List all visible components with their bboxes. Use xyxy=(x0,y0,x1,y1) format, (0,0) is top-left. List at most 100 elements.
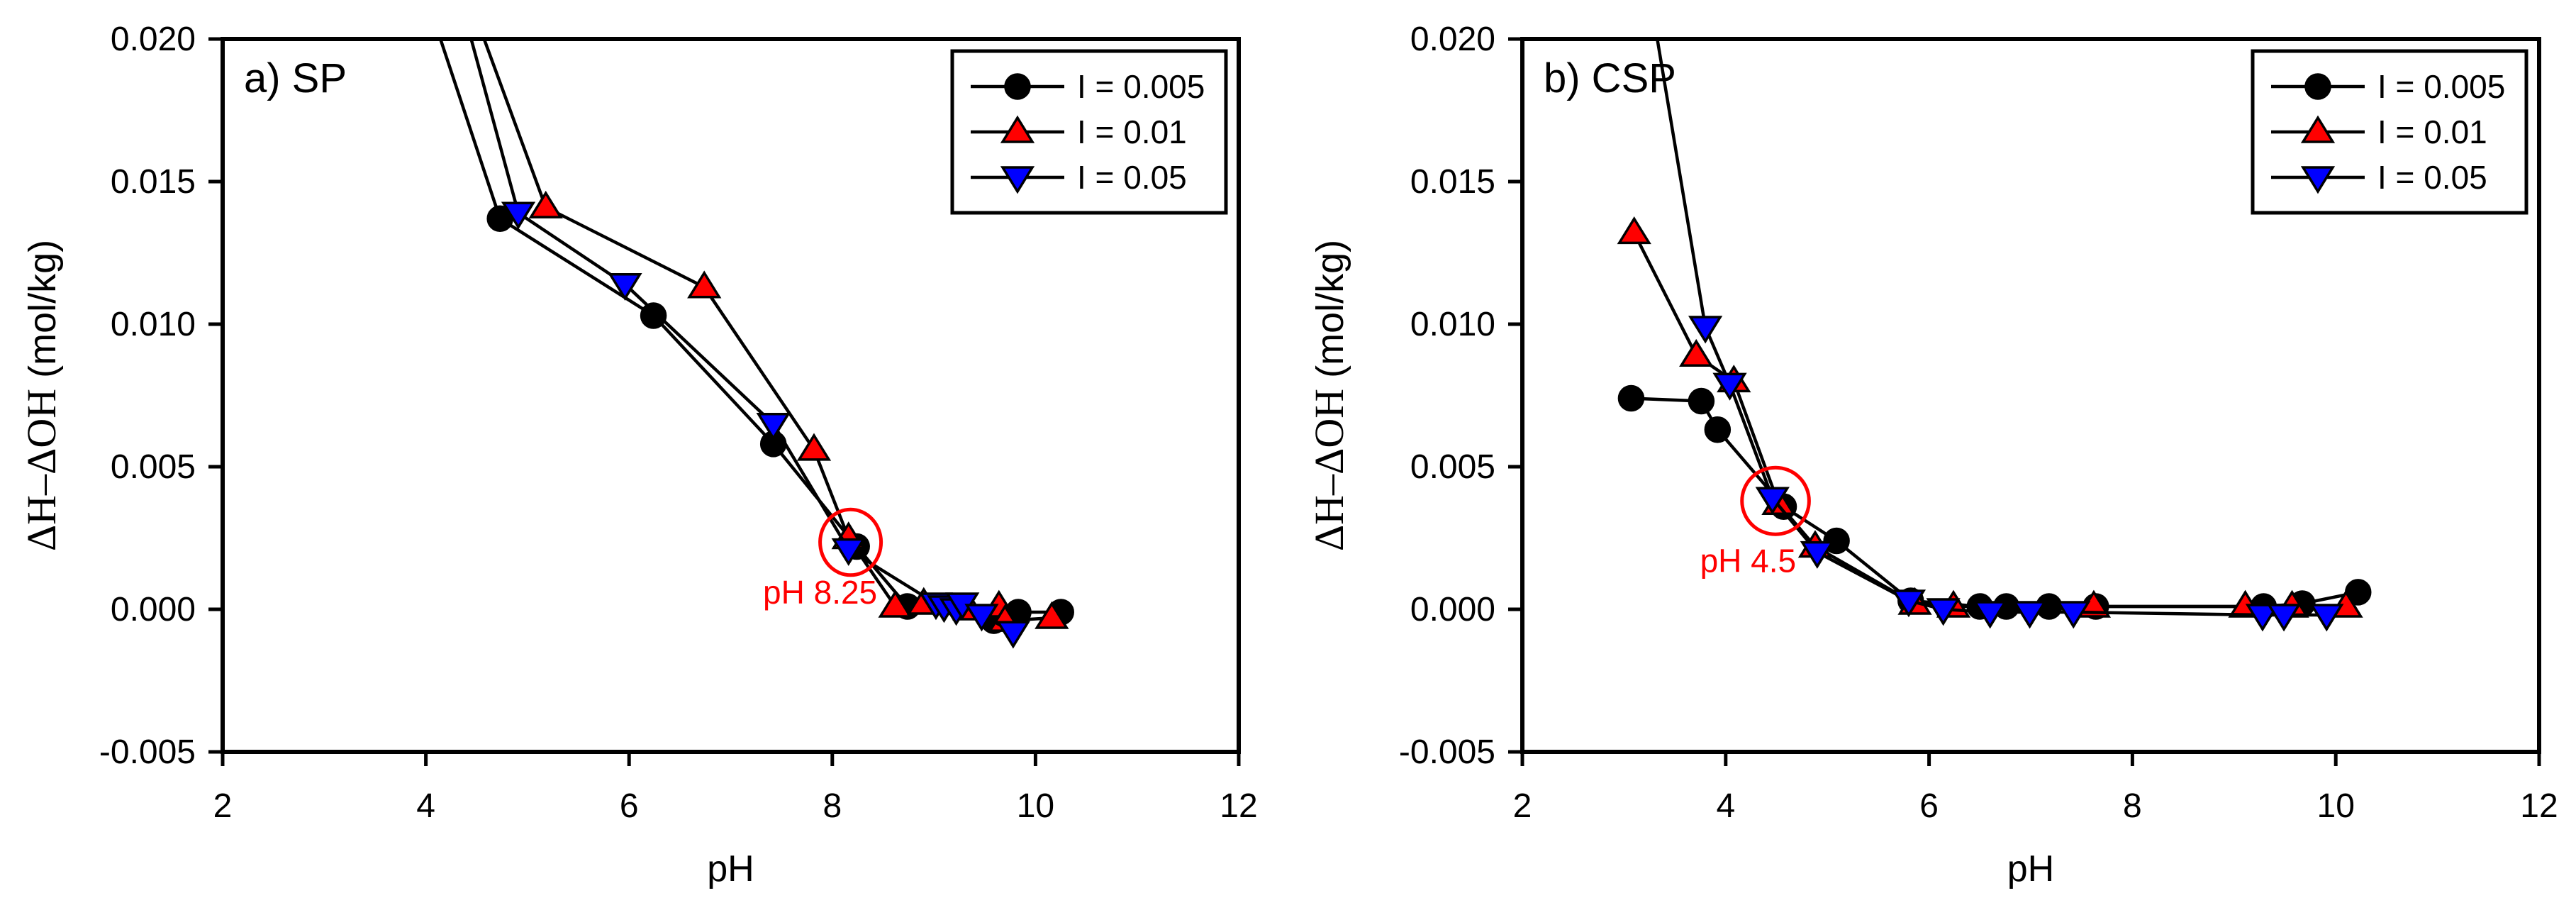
marker-triangle-down xyxy=(2266,604,2302,632)
legend-entry: I = 0.05 xyxy=(2271,159,2487,196)
x-axis-title: pH xyxy=(2007,848,2054,889)
legend-entry: I = 0.01 xyxy=(2271,113,2487,150)
panel-b: pH 4.5 2 4 6 8 10 12 -0.005 0.000 0.005 0.010 0.015… xyxy=(1288,0,2576,898)
annotation-label: pH 4.5 xyxy=(1700,543,1797,580)
legend-entry-label: I = 0.01 xyxy=(2377,113,2487,150)
y-tick-label: 0.005 xyxy=(111,448,196,486)
marker-triangle-up xyxy=(687,270,722,299)
marker-circle xyxy=(1688,387,1715,415)
annotation-ellipse xyxy=(818,507,883,577)
legend-entry-label: I = 0.005 xyxy=(2377,68,2505,105)
legend-entry: I = 0.005 xyxy=(2271,68,2505,105)
chart-b: pH 4.5 2 4 6 8 10 12 -0.005 0.000 0.005 0.010 0.015… xyxy=(1306,21,2558,889)
annotation-ellipse xyxy=(1740,465,1811,536)
x-tick-label: 10 xyxy=(2317,787,2355,825)
annotation-label: pH 8.25 xyxy=(763,574,877,611)
y-axis-title: ΔH–ΔOH (mol/kg) xyxy=(18,240,65,551)
y-tick-label: -0.005 xyxy=(99,733,196,771)
x-tick-label: 12 xyxy=(2520,787,2558,825)
y-tick-label: -0.005 xyxy=(1399,733,1495,771)
x-axis-title: pH xyxy=(707,848,754,889)
marker-circle xyxy=(640,302,667,329)
marker-triangle-down xyxy=(1712,372,1747,401)
legend-entry-label: I = 0.01 xyxy=(1077,113,1187,150)
chart-a: pH 8.25 2 4 6 8 10 12 -0.005 0.000 0.005 0.010 0.01… xyxy=(18,21,1258,889)
plot-border xyxy=(1520,37,2541,754)
series-i-0.05 xyxy=(469,39,1031,649)
marker-triangle-up xyxy=(796,433,832,461)
y-tick-label: 0.000 xyxy=(111,591,196,628)
marker-triangle-up xyxy=(1000,115,1035,143)
x-tick-label: 6 xyxy=(620,787,639,825)
marker-circle xyxy=(1704,416,1732,443)
y-tick-label: 0.015 xyxy=(111,163,196,201)
marker-triangle-down xyxy=(501,201,536,230)
marker-triangle-down xyxy=(964,604,999,632)
marker-triangle-up xyxy=(1617,216,1651,245)
marker-triangle-down xyxy=(1926,598,1961,626)
y-tick-label: 0.010 xyxy=(111,306,196,343)
marker-triangle-down xyxy=(608,272,642,301)
annotation: pH 4.5 xyxy=(1700,465,1811,580)
marker-triangle-down xyxy=(1688,316,1723,344)
x-tick-label: 10 xyxy=(1017,787,1054,825)
y-tick-label: 0.020 xyxy=(111,21,196,58)
series-i-0.005 xyxy=(1617,384,2372,620)
marker-triangle-up xyxy=(1679,338,1714,367)
legend-entry-label: I = 0.005 xyxy=(1077,68,1205,105)
y-tick-label: 0.015 xyxy=(1410,163,1495,201)
panel-label: a) SP xyxy=(244,55,347,101)
legend: I = 0.005 I = 0.01 I = 0.05 xyxy=(2251,49,2528,215)
y-tick-label: 0.020 xyxy=(1410,21,1495,58)
marker-circle xyxy=(2304,73,2331,100)
legend: I = 0.005 I = 0.01 I = 0.05 xyxy=(950,49,1228,215)
x-tick-label: 8 xyxy=(2123,787,2142,825)
marker-triangle-down xyxy=(2309,604,2344,632)
y-tick-label: 0.010 xyxy=(1410,306,1495,343)
x-tick-label: 8 xyxy=(823,787,842,825)
series-i-0.05 xyxy=(1656,39,2344,632)
marker-triangle-up xyxy=(528,190,563,218)
legend-entry-label: I = 0.05 xyxy=(1077,159,1187,196)
legend-entry-label: I = 0.05 xyxy=(2377,159,2487,196)
marker-triangle-down xyxy=(1973,601,2007,629)
plot-area xyxy=(438,39,1074,649)
legend-entry: I = 0.005 xyxy=(971,68,1205,105)
panel-a: pH 8.25 2 4 6 8 10 12 -0.005 0.000 0.005 0.010 0.01… xyxy=(18,21,1258,889)
panel-label: b) CSP xyxy=(1544,55,1676,101)
marker-triangle-down xyxy=(1000,166,1035,194)
y-axis-title-main: ΔH–ΔOH xyxy=(18,389,65,551)
marker-triangle-down xyxy=(1755,487,1790,515)
marker-triangle-up xyxy=(1035,601,1069,629)
marker-triangle-down xyxy=(1800,541,1834,569)
marker-triangle-down xyxy=(2245,604,2280,632)
y-axis-title: ΔH–ΔOH (mol/kg) xyxy=(1306,240,1352,551)
marker-triangle-down xyxy=(756,412,791,441)
y-tick-label: 0.005 xyxy=(1410,448,1495,486)
plot-area xyxy=(1617,39,2372,632)
plot-border xyxy=(221,37,1241,754)
y-axis-title-units: (mol/kg) xyxy=(1309,240,1351,389)
y-tick-label: 0.000 xyxy=(1410,591,1495,628)
x-tick-label: 4 xyxy=(1716,787,1735,825)
marker-circle xyxy=(1004,73,1031,100)
marker-triangle-down xyxy=(831,538,866,566)
y-axis-title-units: (mol/kg) xyxy=(21,240,64,389)
x-tick-label: 2 xyxy=(1513,787,1532,825)
x-tick-label: 6 xyxy=(1919,787,1939,825)
series-line xyxy=(469,39,1014,634)
y-axis-title-main: ΔH–ΔOH xyxy=(1306,389,1352,551)
x-tick-label: 2 xyxy=(213,787,233,825)
legend-entry: I = 0.01 xyxy=(971,113,1187,150)
marker-triangle-down xyxy=(2012,601,2047,629)
marker-triangle-down xyxy=(2300,166,2336,194)
marker-triangle-down xyxy=(2056,601,2091,629)
x-tick-label: 4 xyxy=(416,787,435,825)
marker-circle xyxy=(1617,384,1645,412)
marker-triangle-up xyxy=(878,589,913,618)
legend-entry: I = 0.05 xyxy=(971,159,1187,196)
annotation: pH 8.25 xyxy=(763,507,883,611)
marker-triangle-down xyxy=(996,621,1031,649)
x-tick-label: 12 xyxy=(1220,787,1257,825)
